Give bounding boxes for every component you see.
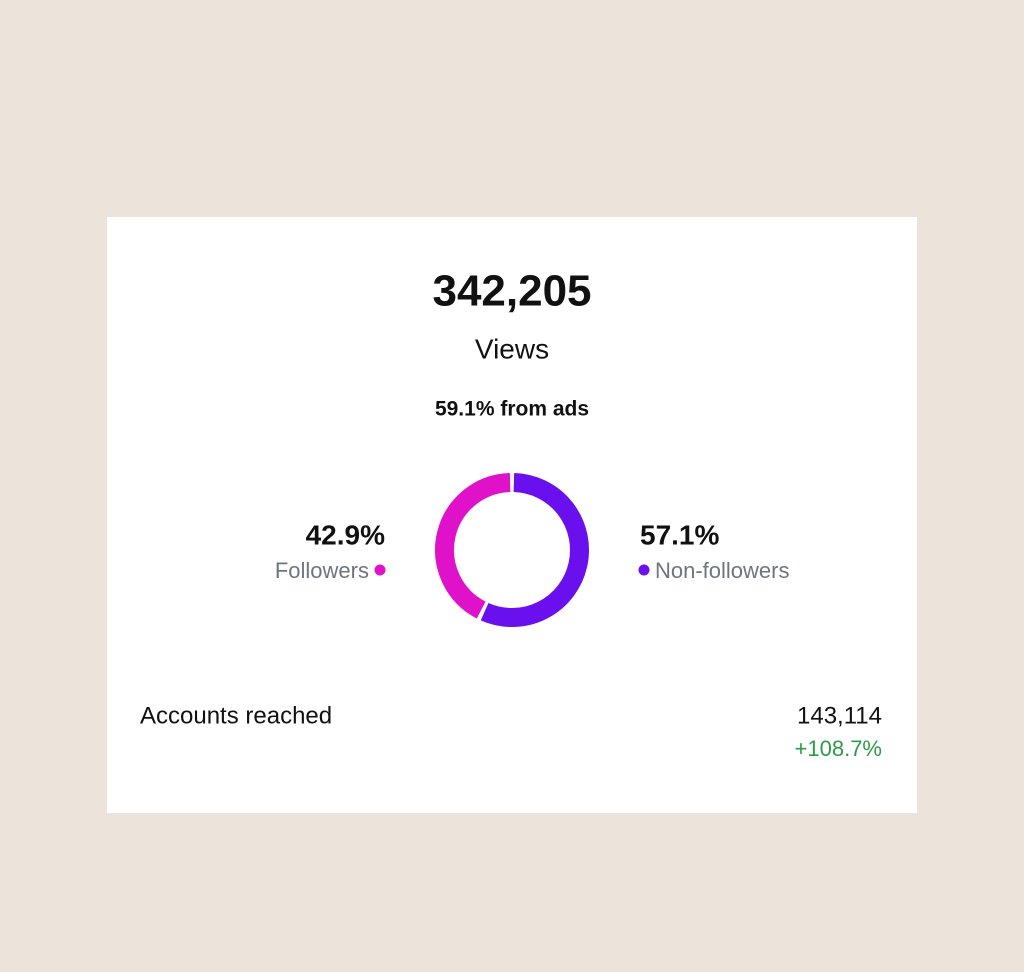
reach-change: +108.7% — [795, 736, 882, 761]
views-total: 342,205 — [432, 267, 591, 316]
legend-label: Non-followers — [655, 558, 790, 583]
legend-dot — [638, 564, 650, 576]
ads-note: 59.1% from ads — [435, 398, 589, 421]
views-label: Views — [475, 333, 549, 364]
segment-value: 57.1% — [640, 519, 719, 550]
donut-segment — [480, 473, 589, 627]
legend-label: Followers — [275, 558, 369, 583]
card — [107, 217, 917, 813]
legend-dot — [374, 564, 386, 576]
donut-segment — [435, 473, 511, 619]
reach-label: Accounts reached — [140, 702, 332, 729]
segment-value: 42.9% — [306, 519, 385, 550]
reach-value: 143,114 — [797, 702, 882, 729]
